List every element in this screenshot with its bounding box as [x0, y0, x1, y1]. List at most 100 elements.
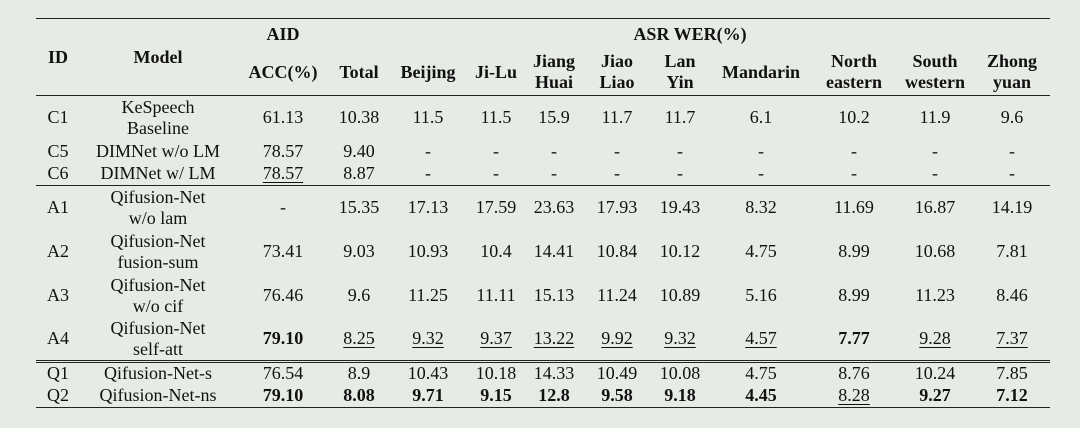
- row-id: C5: [47, 140, 69, 161]
- cell-value: -: [677, 140, 683, 161]
- cell-wer: 4.45: [710, 385, 812, 408]
- cell-wer: 10.93: [388, 230, 468, 274]
- cell-aid-acc: -: [236, 186, 330, 230]
- cell-aid-acc: 73.41: [236, 230, 330, 274]
- cell-wer: 7.85: [974, 362, 1050, 385]
- cell-value: 78.57: [262, 163, 304, 184]
- cell-wer: 19.43: [650, 186, 710, 230]
- cell-wer: 9.71: [388, 385, 468, 408]
- cell-wer: -: [524, 163, 584, 186]
- header-col-line: Mandarin: [721, 61, 800, 82]
- cell-value: 76.46: [262, 285, 304, 305]
- header-col: Total: [330, 49, 388, 96]
- cell-wer: 9.37: [468, 318, 524, 362]
- cell-value: -: [758, 163, 764, 184]
- cell-wer: 9.03: [330, 230, 388, 274]
- model-line: KeSpeech: [121, 96, 195, 117]
- header-col-line: eastern: [826, 72, 882, 92]
- header-col-line: Total: [339, 61, 379, 82]
- cell-wer: 11.5: [388, 96, 468, 140]
- cell-wer: 15.35: [330, 186, 388, 230]
- model-line: w/o lam: [128, 207, 188, 228]
- cell-value: 17.93: [596, 197, 638, 218]
- row-id: A1: [47, 197, 69, 218]
- cell-wer: 16.87: [896, 186, 974, 230]
- cell-value: 9.6: [1000, 107, 1024, 128]
- cell-wer: 10.08: [650, 362, 710, 385]
- table-row: Q2 Qifusion-Net-ns 79.10 8.08 9.71 9.15 12.8 9.…: [36, 385, 1051, 408]
- cell-wer: 17.13: [388, 186, 468, 230]
- cell-value: 8.32: [745, 197, 777, 218]
- cell-wer: -: [650, 163, 710, 186]
- cell-wer: 5.16: [710, 274, 812, 318]
- cell-value: -: [493, 163, 499, 184]
- cell-wer: 8.46: [974, 274, 1050, 318]
- cell-wer: 8.99: [812, 230, 896, 274]
- header-aid: AID: [266, 23, 300, 44]
- cell-wer: 7.81: [974, 230, 1050, 274]
- cell-value: 10.84: [596, 241, 638, 261]
- header-col-line: North: [831, 51, 877, 71]
- cell-wer: 14.19: [974, 186, 1050, 230]
- cell-wer: -: [710, 140, 812, 163]
- cell-value: 10.2: [838, 107, 870, 128]
- cell-wer: 10.12: [650, 230, 710, 274]
- cell-value: -: [677, 163, 683, 184]
- cell-wer: 9.40: [330, 140, 388, 163]
- cell-wer: 9.58: [584, 385, 650, 408]
- cell-value: 10.24: [914, 363, 956, 384]
- header-row-top: ID Model AID ASR WER(%): [36, 18, 1051, 67]
- row-id: A3: [47, 285, 69, 305]
- cell-wer: -: [524, 140, 584, 163]
- row-id: C6: [47, 163, 69, 184]
- cell-value: 8.9: [347, 363, 371, 384]
- row-id: A4: [47, 328, 69, 349]
- cell-wer: 8.28: [812, 385, 896, 408]
- cell-wer: 11.5: [468, 96, 524, 140]
- cell-wer: 8.87: [330, 163, 388, 186]
- header-id: ID: [47, 46, 68, 67]
- cell-value: 14.41: [533, 241, 575, 261]
- header-col-line: Beijing: [400, 61, 456, 82]
- cell-value: 7.85: [996, 363, 1028, 384]
- cell-aid-acc: 79.10: [236, 385, 330, 408]
- row-model: Qifusion-Net fusion-sum: [80, 230, 236, 274]
- model-line: Qifusion-Net-ns: [99, 385, 217, 406]
- header-col-line: South: [912, 51, 958, 71]
- cell-value: 9.18: [664, 385, 696, 406]
- row-model: Qifusion-Net-s: [80, 362, 236, 385]
- cell-value: 23.63: [533, 197, 575, 218]
- header-acc: ACC(%): [248, 61, 318, 82]
- cell-value: 11.69: [834, 197, 874, 218]
- cell-aid-acc: 76.54: [236, 362, 330, 385]
- model-line: Qifusion-Net: [110, 230, 206, 251]
- header-col: North eastern: [812, 49, 896, 96]
- cell-value: 15.35: [338, 197, 380, 218]
- cell-wer: 9.92: [584, 318, 650, 362]
- cell-wer: -: [812, 163, 896, 186]
- cell-value: 8.08: [343, 385, 375, 406]
- row-model: DIMNet w/ LM: [80, 163, 236, 186]
- model-line: fusion-sum: [117, 251, 199, 272]
- cell-wer: -: [388, 140, 468, 163]
- cell-value: -: [758, 140, 764, 161]
- table-row: Q1 Qifusion-Net-s 76.54 8.9 10.43 10.18 14.33 1…: [36, 361, 1051, 385]
- cell-aid-acc: 78.57: [236, 163, 330, 186]
- cell-value: 76.54: [262, 363, 304, 384]
- cell-value: 17.13: [407, 197, 449, 218]
- table-row: C5 DIMNet w/o LM 78.57 9.40 - - - - - - - - -: [36, 140, 1050, 163]
- header-col: Lan Yin: [650, 49, 710, 96]
- cell-aid-acc: 76.46: [236, 274, 330, 318]
- cell-wer: 9.6: [974, 96, 1050, 140]
- cell-wer: 8.08: [330, 385, 388, 408]
- model-line: DIMNet w/ LM: [100, 163, 216, 184]
- cell-wer: 9.18: [650, 385, 710, 408]
- cell-wer: 10.38: [330, 96, 388, 140]
- cell-value: -: [425, 163, 431, 184]
- cell-wer: 9.6: [330, 274, 388, 318]
- cell-wer: 17.93: [584, 186, 650, 230]
- cell-value: -: [425, 140, 431, 161]
- cell-wer: 11.7: [584, 96, 650, 140]
- cell-aid-acc: 79.10: [236, 318, 330, 362]
- header-asr-wer: ASR WER(%): [633, 23, 747, 44]
